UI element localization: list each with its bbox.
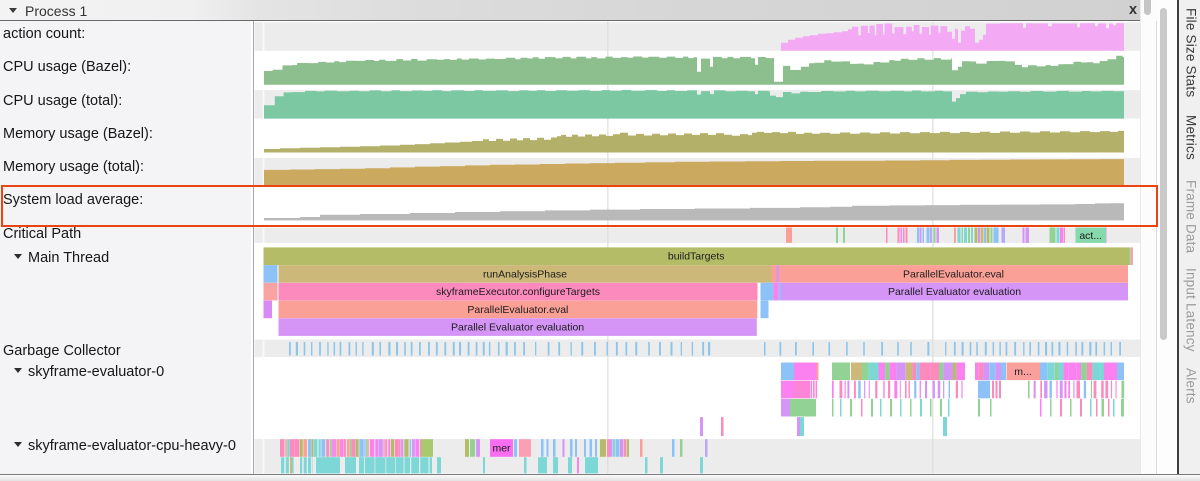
svg-text:buildTargets: buildTargets <box>668 251 725 263</box>
svg-text:ParallelEvaluator.eval: ParallelEvaluator.eval <box>903 268 1004 280</box>
svg-text:Parallel Evaluator evaluation: Parallel Evaluator evaluation <box>888 286 1021 298</box>
svg-text:m...: m... <box>1014 366 1032 378</box>
svg-text:skyframeExecutor.configureTarg: skyframeExecutor.configureTargets <box>436 286 600 298</box>
svg-text:Parallel Evaluator evaluation: Parallel Evaluator evaluation <box>451 322 584 334</box>
svg-text:ParallelEvaluator.eval: ParallelEvaluator.eval <box>467 304 568 316</box>
svg-text:runAnalysisPhase: runAnalysisPhase <box>483 268 567 280</box>
svg-text:mer: mer <box>492 443 511 455</box>
svg-text:act...: act... <box>1079 230 1102 242</box>
